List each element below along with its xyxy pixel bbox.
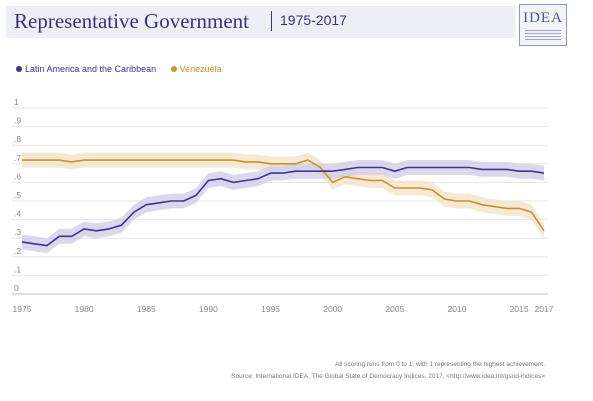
legend: Latin America and the Caribbean Venezuel… bbox=[16, 64, 234, 74]
legend-marker-latin-america bbox=[16, 65, 22, 72]
y-tick-label: 0 bbox=[14, 283, 19, 293]
title-separator bbox=[271, 11, 272, 31]
y-tick-label: .2 bbox=[14, 246, 21, 256]
legend-item-venezuela: Venezuela bbox=[170, 64, 222, 74]
y-tick-label: .1 bbox=[14, 264, 21, 274]
y-tick-label: 1 bbox=[14, 97, 19, 107]
x-tick-label: 1995 bbox=[261, 304, 280, 314]
series-line-venezuela bbox=[22, 159, 545, 232]
y-tick-label: .8 bbox=[14, 134, 21, 144]
x-tick-label: 2015 bbox=[510, 304, 529, 314]
x-tick-label: 2010 bbox=[448, 304, 467, 314]
y-tick-label: .9 bbox=[14, 116, 21, 126]
x-tick-label: 2005 bbox=[385, 304, 404, 314]
chart-notes: All scoring runs from 0 to 1, with 1 rep… bbox=[231, 359, 545, 383]
scoring-note: All scoring runs from 0 to 1, with 1 rep… bbox=[335, 361, 545, 368]
y-tick-label: .7 bbox=[14, 153, 21, 163]
title-band bbox=[6, 6, 515, 38]
line-chart: 0 .1 .2 .3 .4 .5 .6 .7 .8 .9 1 1975 1980 1985 1990 1995… bbox=[12, 97, 554, 314]
y-tick-label: .3 bbox=[14, 227, 21, 237]
page-title: Representative Government bbox=[14, 9, 249, 33]
idea-logo: IDEA bbox=[519, 4, 567, 46]
x-tick-label: 1975 bbox=[13, 304, 32, 314]
period-label: 1975-2017 bbox=[280, 12, 347, 28]
logo-text: IDEA bbox=[523, 10, 563, 26]
series-line-latin-america bbox=[21, 166, 545, 247]
legend-item-latin-america: Latin America and the Caribbean bbox=[16, 64, 156, 74]
x-tick-label: 1980 bbox=[75, 304, 94, 314]
y-tick-label: .4 bbox=[14, 209, 21, 219]
legend-label-latin-america: Latin America and the Caribbean bbox=[25, 64, 157, 74]
x-tick-label: 1990 bbox=[199, 304, 218, 314]
header: Representative Government 1975-2017 IDEA bbox=[0, 0, 593, 46]
x-tick-label: 1985 bbox=[137, 304, 156, 314]
x-tick-label: 2017 bbox=[535, 304, 554, 314]
x-tick-label: 2000 bbox=[323, 304, 342, 314]
legend-marker-venezuela bbox=[170, 65, 177, 72]
y-tick-label: .5 bbox=[14, 190, 21, 200]
source-note: Source: International IDEA, The Global S… bbox=[231, 373, 545, 380]
y-tick-label: .6 bbox=[14, 171, 21, 181]
logo-fine-print bbox=[525, 30, 561, 42]
legend-label-venezuela: Venezuela bbox=[179, 64, 222, 74]
